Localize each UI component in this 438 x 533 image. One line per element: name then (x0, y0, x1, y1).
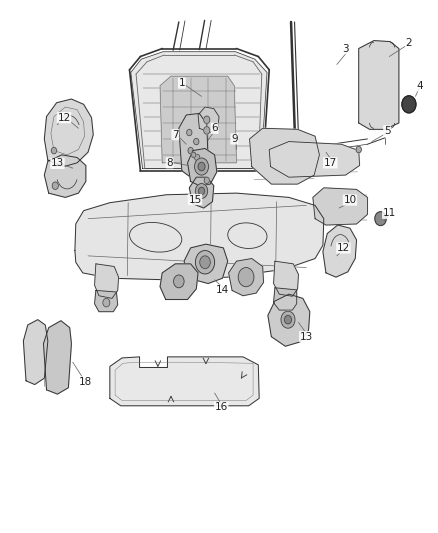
Polygon shape (189, 177, 214, 208)
Polygon shape (44, 99, 93, 166)
Polygon shape (43, 321, 71, 394)
Circle shape (173, 275, 184, 288)
Text: 12: 12 (57, 112, 71, 123)
Text: 9: 9 (231, 134, 237, 144)
Circle shape (281, 311, 295, 328)
Circle shape (194, 158, 208, 175)
Circle shape (52, 182, 58, 189)
Text: 16: 16 (215, 402, 228, 413)
Polygon shape (44, 155, 86, 197)
Circle shape (198, 187, 205, 195)
Polygon shape (179, 114, 208, 177)
Text: 7: 7 (172, 130, 179, 140)
Text: 4: 4 (417, 81, 423, 91)
Circle shape (194, 139, 199, 145)
Circle shape (191, 152, 196, 158)
Polygon shape (184, 244, 228, 284)
Circle shape (198, 163, 205, 171)
Polygon shape (274, 261, 298, 296)
Polygon shape (268, 294, 310, 346)
Circle shape (51, 148, 57, 154)
Circle shape (356, 147, 361, 153)
Polygon shape (95, 264, 119, 298)
Polygon shape (95, 290, 118, 312)
Polygon shape (160, 76, 237, 163)
Circle shape (188, 148, 193, 154)
Text: 3: 3 (343, 44, 349, 53)
Polygon shape (250, 128, 319, 184)
Circle shape (375, 212, 386, 225)
Circle shape (402, 96, 416, 113)
Polygon shape (75, 193, 324, 280)
Text: 1: 1 (179, 78, 185, 88)
Text: 18: 18 (79, 377, 92, 387)
Circle shape (285, 316, 291, 324)
Polygon shape (229, 259, 264, 296)
Polygon shape (110, 357, 259, 406)
Circle shape (187, 130, 192, 136)
Circle shape (204, 127, 210, 134)
Text: 17: 17 (324, 158, 337, 168)
Circle shape (194, 155, 200, 161)
Polygon shape (131, 52, 267, 168)
Polygon shape (23, 320, 48, 384)
Text: 5: 5 (384, 126, 390, 136)
Text: 12: 12 (337, 243, 350, 253)
Polygon shape (160, 264, 198, 300)
Text: 11: 11 (383, 208, 396, 219)
Polygon shape (313, 188, 367, 225)
Circle shape (200, 256, 210, 269)
Text: 10: 10 (343, 195, 357, 205)
Text: 13: 13 (300, 332, 313, 342)
Circle shape (195, 183, 208, 198)
Polygon shape (269, 142, 360, 177)
Text: 2: 2 (406, 38, 412, 48)
Polygon shape (187, 149, 217, 185)
Text: 14: 14 (216, 286, 229, 295)
Text: 13: 13 (51, 158, 64, 168)
Circle shape (204, 177, 209, 183)
Text: 6: 6 (211, 123, 218, 133)
Circle shape (204, 116, 210, 124)
Text: 15: 15 (188, 195, 201, 205)
Polygon shape (323, 225, 357, 277)
Polygon shape (274, 288, 297, 310)
Polygon shape (198, 107, 219, 133)
Polygon shape (359, 41, 399, 130)
Circle shape (195, 251, 215, 274)
Circle shape (238, 268, 254, 287)
Circle shape (103, 298, 110, 307)
Text: 8: 8 (166, 158, 173, 168)
